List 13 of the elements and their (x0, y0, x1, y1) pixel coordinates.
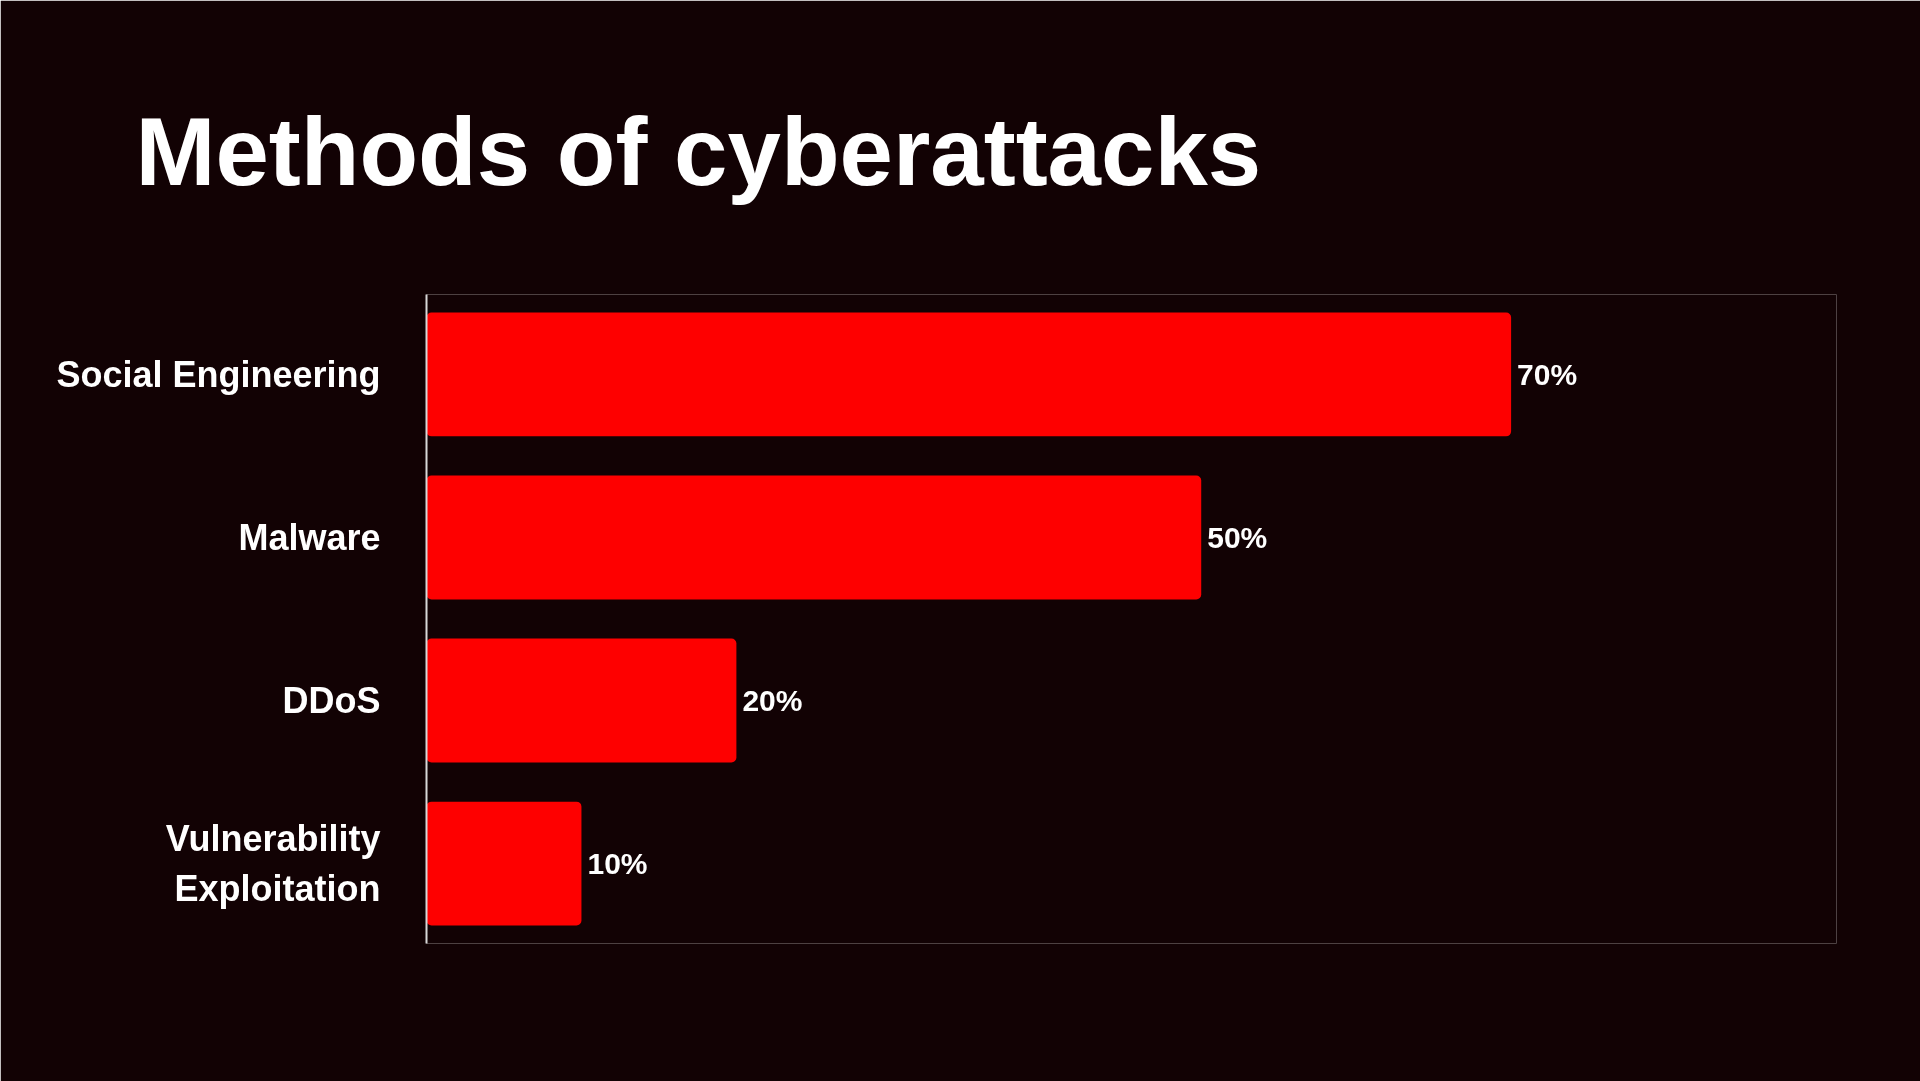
data-label: 10% (587, 847, 648, 881)
y-tick-label: DDoS (282, 680, 381, 722)
bar (426, 801, 582, 926)
y-tick-label: Social Engineering (56, 353, 381, 395)
y-tick-label: Vulnerability Exploitation (165, 818, 381, 909)
chart-title: Methods of cyberattacks (135, 97, 1262, 205)
data-label: 70% (1517, 357, 1578, 391)
data-label: 20% (742, 684, 803, 718)
data-label: 50% (1207, 520, 1268, 554)
bar (426, 638, 737, 763)
bar (426, 475, 1202, 600)
bar (426, 312, 1512, 437)
y-tick-label: Malware (238, 516, 381, 558)
